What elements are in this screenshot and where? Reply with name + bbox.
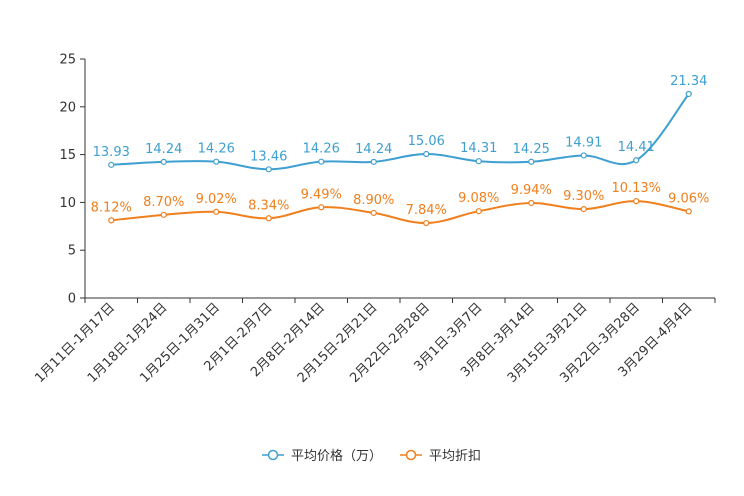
legend-marker-icon — [405, 449, 417, 461]
data-label: 21.34 — [670, 74, 707, 89]
data-point[interactable] — [423, 219, 430, 227]
data-label: 14.41 — [618, 140, 655, 155]
data-point[interactable] — [633, 198, 640, 205]
data-label: 14.31 — [460, 141, 497, 156]
series-2: 8.12% 8.70% 9.02% 8.34% 9.49% 8.90% 7.84% 9.08%… — [91, 181, 709, 227]
data-label: 9.30% — [563, 189, 604, 204]
y-tick-label: 10 — [59, 196, 76, 211]
data-label: 15.06 — [408, 134, 445, 149]
data-label: 10.13% — [611, 181, 661, 196]
data-point[interactable] — [265, 215, 272, 222]
data-label: 9.06% — [668, 191, 709, 206]
legend-label: 平均价格（万） — [291, 448, 382, 464]
data-point[interactable] — [475, 158, 482, 165]
data-point[interactable] — [160, 158, 167, 165]
series-line — [111, 93, 690, 171]
legend-marker-icon — [267, 449, 279, 461]
data-label: 14.25 — [513, 142, 550, 157]
series-line — [111, 200, 689, 225]
legend: 平均价格（万） 平均折扣 — [262, 448, 481, 464]
axes: 05101520251月11日-1月17日1月18日-1月24日1月25日-1月… — [32, 53, 716, 386]
legend-item-2[interactable]: 平均折扣 — [400, 449, 481, 464]
legend-item-1[interactable]: 平均价格（万） — [262, 448, 382, 464]
data-point[interactable] — [265, 166, 272, 173]
data-point[interactable] — [370, 158, 377, 165]
data-label: 9.49% — [301, 187, 342, 202]
data-point[interactable] — [160, 211, 167, 218]
legend-label: 平均折扣 — [429, 449, 481, 464]
y-tick-label: 5 — [68, 244, 76, 259]
data-point[interactable] — [528, 199, 535, 207]
data-point[interactable] — [528, 158, 535, 165]
data-point[interactable] — [423, 150, 430, 158]
data-point[interactable] — [475, 208, 482, 215]
series-layer: 13.93 14.24 14.26 13.46 14.26 14.24 15.06 14.31… — [91, 74, 709, 227]
data-label: 14.91 — [565, 135, 602, 150]
data-point[interactable] — [580, 205, 587, 213]
data-label: 9.94% — [511, 183, 552, 198]
data-point[interactable] — [108, 161, 115, 168]
data-point[interactable] — [213, 208, 220, 215]
data-point[interactable] — [318, 204, 325, 211]
data-point[interactable] — [685, 90, 692, 98]
y-tick-label: 20 — [59, 100, 76, 115]
y-tick-label: 15 — [59, 148, 76, 163]
data-label: 13.93 — [93, 145, 130, 160]
data-point[interactable] — [633, 157, 640, 164]
data-point[interactable] — [370, 209, 377, 217]
data-point[interactable] — [318, 158, 325, 165]
data-label: 13.46 — [250, 149, 287, 164]
data-label: 8.70% — [143, 195, 184, 210]
data-label: 9.08% — [458, 191, 499, 206]
data-label: 9.02% — [196, 192, 237, 207]
y-tick-label: 25 — [59, 53, 76, 68]
data-point[interactable] — [580, 152, 587, 159]
data-label: 14.24 — [355, 142, 392, 157]
data-label: 14.24 — [145, 142, 182, 157]
data-point[interactable] — [108, 217, 115, 224]
data-label: 7.84% — [406, 203, 447, 218]
series-1: 13.93 14.24 14.26 13.46 14.26 14.24 15.06 14.31… — [93, 74, 707, 173]
data-label: 8.34% — [248, 198, 289, 213]
data-label: 8.90% — [353, 193, 394, 208]
y-tick-label: 0 — [68, 292, 76, 307]
data-point[interactable] — [213, 158, 220, 165]
data-label: 14.26 — [198, 142, 235, 157]
data-label: 14.26 — [303, 142, 340, 157]
data-label: 8.12% — [91, 200, 132, 215]
data-point[interactable] — [685, 208, 692, 215]
